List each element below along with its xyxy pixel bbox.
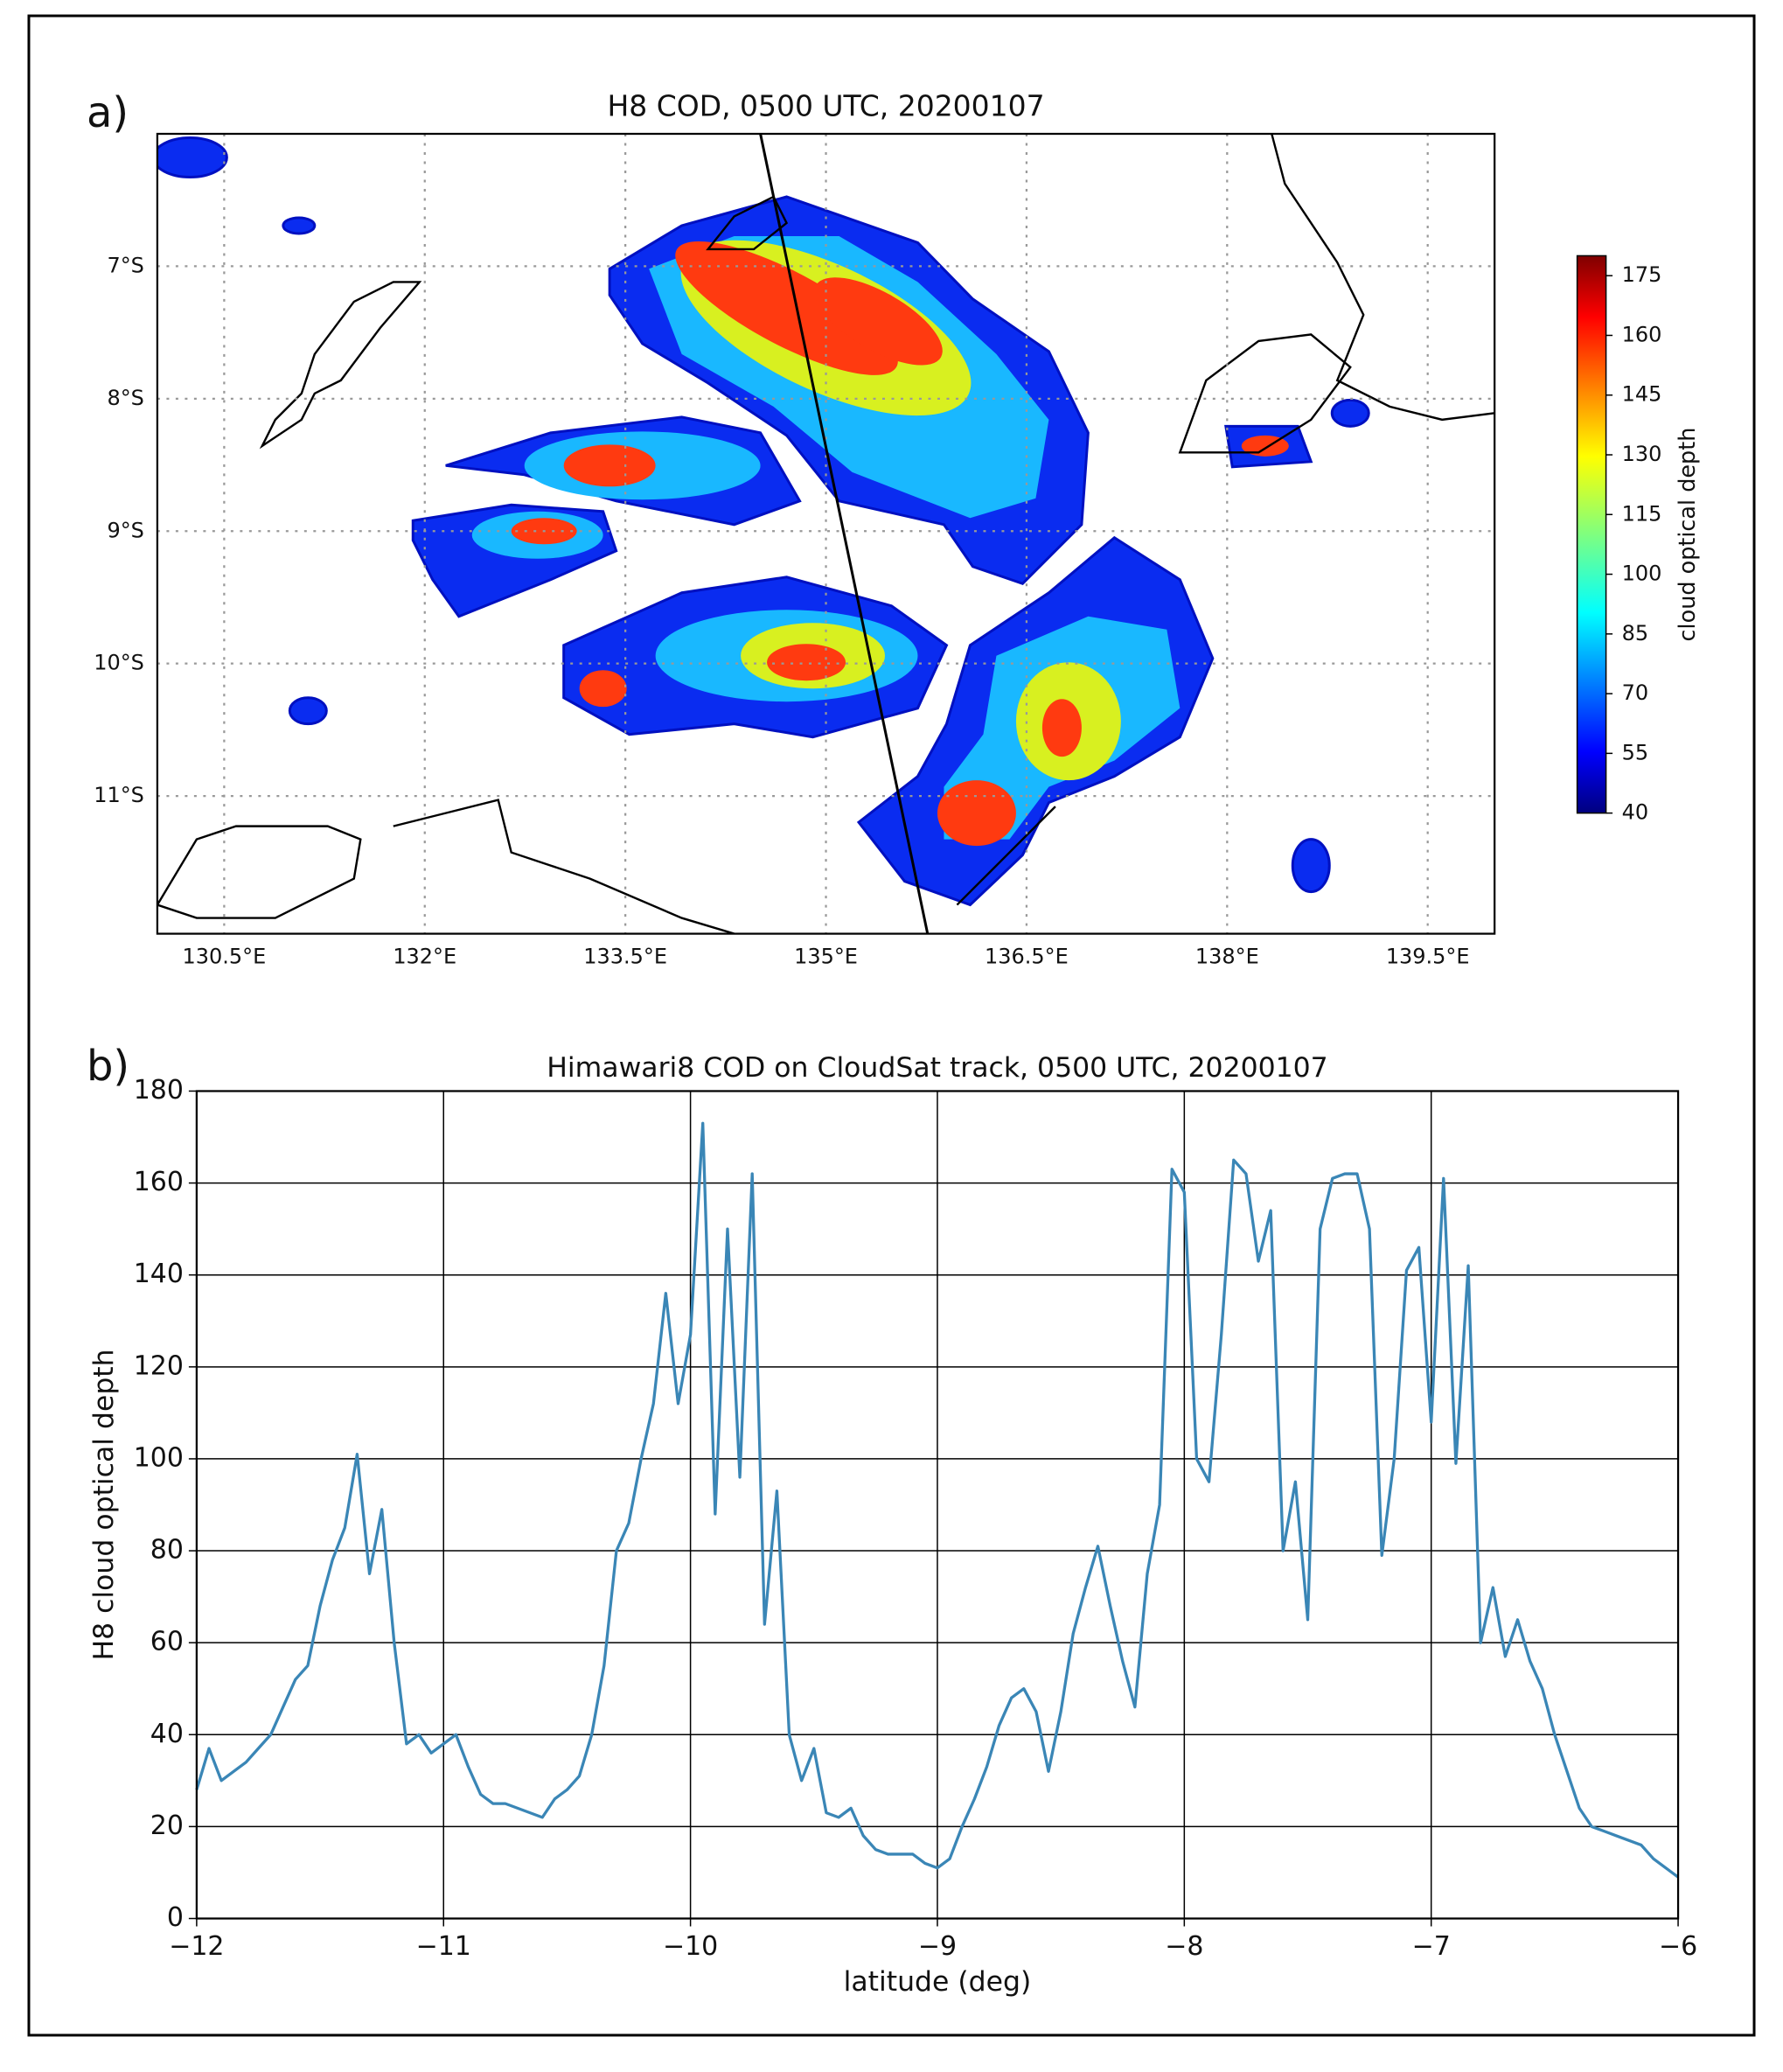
x-tick-label: 130.5°E — [182, 945, 266, 969]
cloud-field — [282, 216, 317, 235]
panel-label: b) — [87, 1042, 129, 1091]
y-tick-label: 60 — [150, 1627, 184, 1657]
x-tick-label: 132°E — [393, 945, 456, 969]
y-tick-label: 140 — [134, 1259, 184, 1289]
plot-frame — [195, 1090, 1680, 1920]
x-tick-label: 138°E — [1195, 945, 1259, 969]
y-tick-label: 20 — [150, 1810, 184, 1841]
colorbar-tick-label: 160 — [1622, 322, 1662, 346]
cloudsat-track — [759, 133, 930, 934]
y-tick-label: 10°S — [94, 651, 144, 675]
y-tick-label: 100 — [134, 1442, 184, 1473]
y-tick-label: 180 — [134, 1075, 184, 1106]
coastline — [1271, 134, 1495, 422]
y-tick-label: 9°S — [107, 518, 143, 542]
chart-title: Himawari8 COD on CloudSat track, 0500 UT… — [547, 1052, 1327, 1084]
chart-title: H8 COD, 0500 UTC, 20200107 — [607, 89, 1044, 123]
colorbar-tick-label: 40 — [1622, 800, 1648, 825]
plot-frame — [156, 132, 1496, 935]
y-tick-label: 7°S — [107, 253, 143, 277]
y-tick-label: 8°S — [107, 386, 143, 410]
colorbar-tick-label: 70 — [1622, 680, 1648, 705]
y-tick-label: 160 — [134, 1167, 184, 1197]
cloud-field — [157, 136, 228, 178]
coastline — [1178, 333, 1352, 454]
cloud-field — [579, 670, 627, 708]
y-tick-label: 11°S — [94, 783, 144, 807]
coastline — [393, 799, 735, 934]
cloud-field — [814, 277, 943, 366]
y-tick-label: 120 — [134, 1350, 184, 1381]
cloud-field — [1330, 398, 1370, 428]
panel-label: a) — [87, 88, 129, 137]
x-tick-label: −7 — [1412, 1931, 1451, 1962]
colorbar-tick-label: 85 — [1622, 621, 1648, 645]
y-tick-label: 0 — [167, 1902, 184, 1933]
y-tick-label: 80 — [150, 1535, 184, 1566]
cloud-field — [288, 696, 328, 726]
cloud-field — [767, 644, 846, 681]
colorbar-tick-label: 175 — [1622, 262, 1662, 287]
y-tick-label: 40 — [150, 1719, 184, 1749]
data-line — [195, 1121, 1680, 1879]
x-tick-label: 135°E — [794, 945, 858, 969]
coastline — [157, 825, 362, 919]
x-tick-label: −12 — [169, 1931, 224, 1962]
x-tick-label: −8 — [1165, 1931, 1203, 1962]
colorbar-tick-label: 130 — [1622, 442, 1662, 466]
cloud-field — [1041, 699, 1082, 757]
colorbar-tick-label: 100 — [1622, 562, 1662, 586]
cloud-field — [1291, 838, 1331, 894]
map-imagery — [157, 134, 1495, 934]
x-tick-label: 136.5°E — [985, 945, 1069, 969]
cloud-field — [563, 444, 656, 487]
coastline — [706, 195, 789, 251]
x-tick-label: 139.5°E — [1386, 945, 1470, 969]
colorbar — [1576, 255, 1607, 814]
colorbar-tick-label: 55 — [1622, 740, 1648, 764]
x-tick-label: −6 — [1659, 1931, 1697, 1962]
colorbar-tick-label: 115 — [1622, 501, 1662, 526]
coastline — [956, 806, 1056, 906]
cloud-field — [675, 241, 898, 375]
x-tick-label: −10 — [663, 1931, 718, 1962]
colorbar-label: cloud optical depth — [1675, 428, 1701, 642]
y-axis-label: H8 cloud optical depth — [88, 1349, 120, 1660]
x-tick-label: −11 — [416, 1931, 471, 1962]
x-tick-label: 133.5°E — [583, 945, 667, 969]
cloud-field — [937, 780, 1016, 847]
x-tick-label: −9 — [918, 1931, 957, 1962]
colorbar-tick-label: 145 — [1622, 382, 1662, 407]
x-axis-label: latitude (deg) — [844, 1966, 1032, 1998]
